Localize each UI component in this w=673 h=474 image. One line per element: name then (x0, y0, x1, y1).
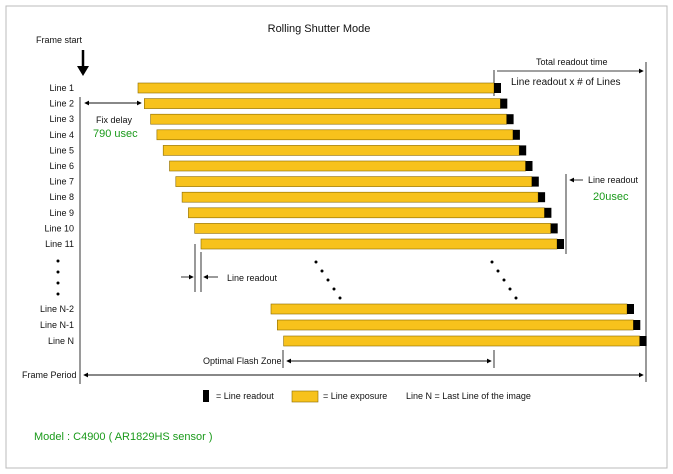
line-label-5: Line 5 (49, 145, 74, 155)
last-line-label-3: Line N (48, 336, 74, 346)
line-label-10: Line 10 (44, 223, 74, 233)
line-row-6: Line 6 (49, 160, 533, 172)
last-line-row-2: Line N-1 (40, 319, 641, 331)
line-readout-block-8 (538, 192, 546, 203)
last-line-exposure-bar-2 (276, 319, 634, 331)
line-readout-block-5 (519, 145, 527, 156)
last-line-label-1: Line N-2 (40, 304, 74, 314)
last-line-row-1: Line N-2 (40, 303, 634, 315)
line-row-9: Line 9 (49, 207, 552, 219)
line-readout-block-2 (500, 98, 508, 109)
line-readout-block-9 (544, 207, 552, 218)
line-label-7: Line 7 (49, 177, 74, 187)
legend-readout-swatch (203, 390, 209, 402)
legend-exposure-label: = Line exposure (323, 391, 387, 401)
line-label-4: Line 4 (49, 130, 74, 140)
legend-exposure-swatch (291, 390, 319, 403)
line-readout-block-4 (512, 129, 520, 140)
line-exposure-bar-8 (181, 191, 539, 203)
frame-period-label: Frame Period (22, 370, 77, 380)
line-row-8: Line 8 (49, 191, 546, 203)
line-exposure-bar-5 (162, 145, 520, 156)
line-readout-right-value: 20usec (593, 191, 629, 203)
line-exposure-bar-9 (188, 207, 545, 219)
fix-delay-label: Fix delay (96, 115, 133, 125)
line-label-1: Line 1 (49, 83, 74, 93)
line-readout-right-label: Line readout (588, 175, 639, 185)
frame-start-label: Frame start (36, 35, 83, 45)
line-row-3: Line 3 (49, 113, 514, 125)
diagram-title: Rolling Shutter Mode (268, 23, 371, 35)
line-row-11: Line 11 (45, 238, 564, 250)
line-readout-block-6 (525, 161, 533, 171)
line-readout-block-11 (557, 239, 564, 249)
frame-border (5, 5, 668, 469)
line-exposure-bar-11 (200, 238, 558, 250)
line-readout-block-1 (494, 83, 501, 93)
last-line-exposure-bar-3 (283, 335, 640, 347)
last-line-exposure-bar-1 (270, 303, 628, 315)
last-line-row-3: Line N (48, 335, 647, 347)
last-line-readout-block-3 (639, 336, 647, 346)
diagonal-dots-start (314, 260, 342, 300)
line-readout-block-10 (550, 223, 558, 234)
line-label-2: Line 2 (49, 99, 74, 109)
line-exposure-bar-3 (150, 113, 507, 125)
line-exposure-bar-6 (169, 160, 526, 172)
frame-start-arrow-head (77, 66, 89, 76)
total-readout-formula: Line readout x # of Lines (511, 77, 621, 88)
line-label-11: Line 11 (45, 239, 74, 249)
last-line-label-2: Line N-1 (40, 320, 74, 330)
left-ellipsis-dots (56, 259, 60, 296)
line-exposure-bar-7 (175, 176, 533, 187)
line-exposure-bar-2 (144, 98, 501, 109)
line-label-9: Line 9 (49, 208, 74, 218)
legend-last-line-label: Line N = Last Line of the image (406, 391, 531, 401)
legend-readout-label: = Line readout (216, 391, 274, 401)
line-row-10: Line 10 (44, 223, 558, 234)
line-row-2: Line 2 (49, 98, 508, 109)
diagonal-dots-end (490, 260, 518, 300)
model-label: Model : C4900 ( AR1829HS sensor ) (34, 431, 213, 443)
line-exposure-bar-10 (194, 223, 551, 234)
line-readout-bottom-label: Line readout (227, 273, 278, 283)
line-row-7: Line 7 (49, 176, 539, 187)
line-label-3: Line 3 (49, 114, 74, 124)
line-exposure-bar-4 (156, 129, 514, 141)
last-line-readout-block-2 (633, 320, 641, 330)
line-exposure-bar-1 (137, 82, 495, 94)
line-row-5: Line 5 (49, 145, 527, 156)
line-row-4: Line 4 (49, 129, 520, 141)
line-readout-block-3 (506, 114, 514, 125)
total-readout-label: Total readout time (536, 57, 608, 67)
line-rows: Line 1 Line 2 Line 3 Line 4 Line 5 Line 6 Line… (40, 82, 647, 347)
line-label-6: Line 6 (49, 161, 74, 171)
line-row-1: Line 1 (49, 82, 501, 94)
fix-delay-value: 790 usec (93, 128, 138, 140)
line-readout-block-7 (531, 176, 539, 187)
line-label-8: Line 8 (49, 192, 74, 202)
optimal-flash-zone-label: Optimal Flash Zone (203, 356, 282, 366)
last-line-readout-block-1 (627, 304, 634, 314)
